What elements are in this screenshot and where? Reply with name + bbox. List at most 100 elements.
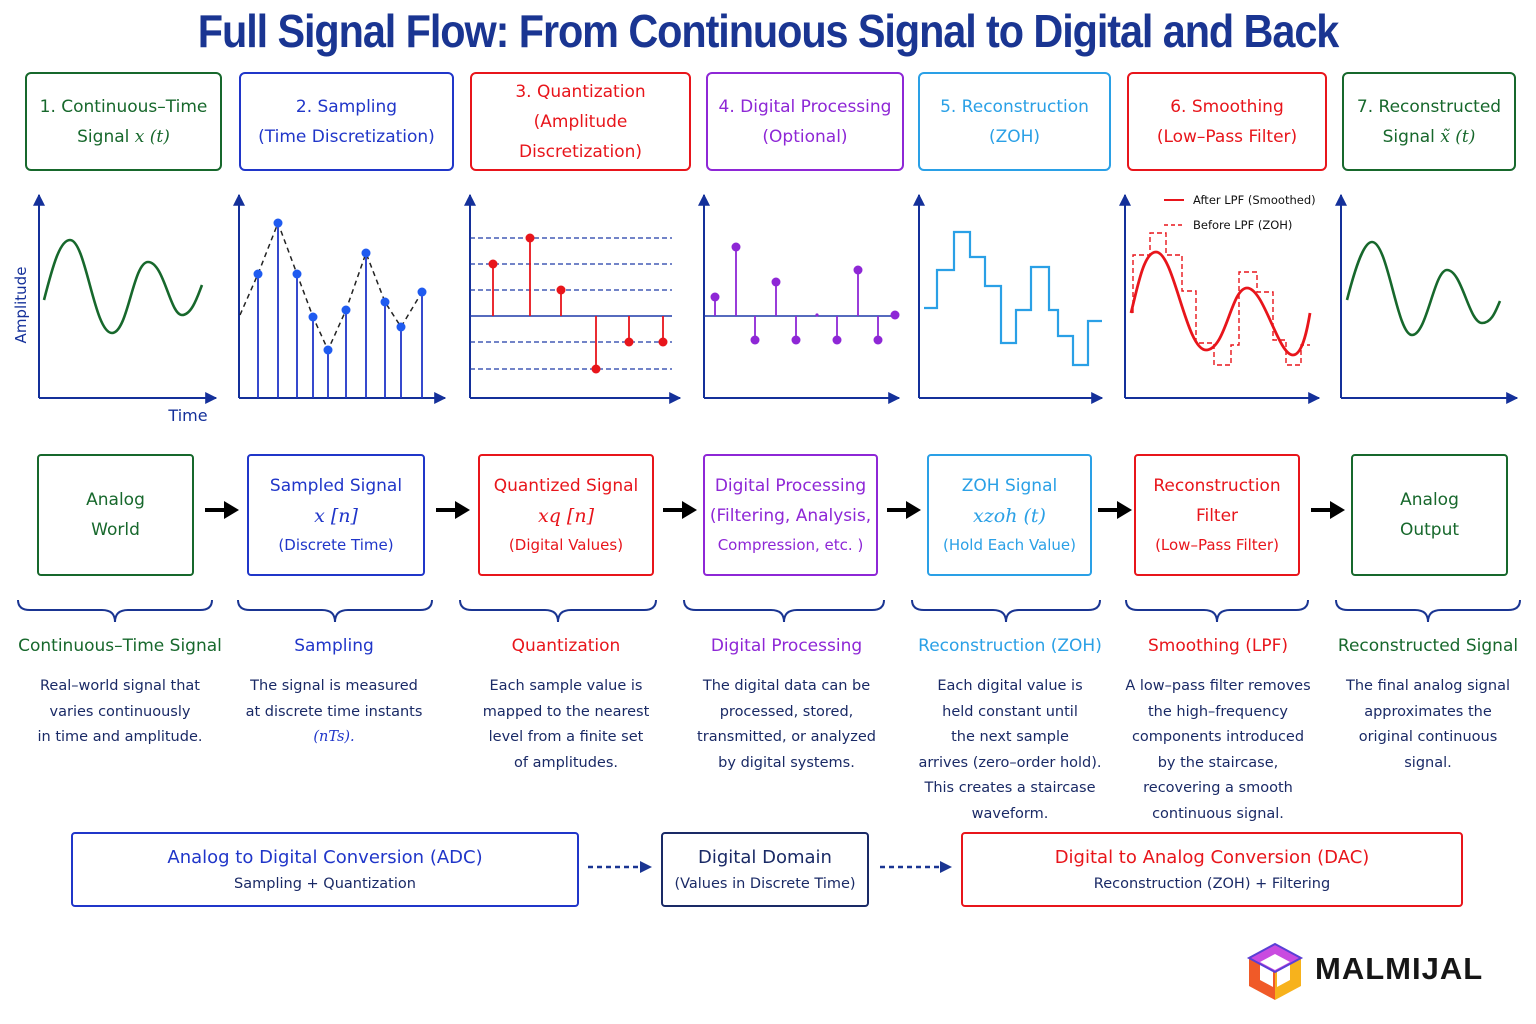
processed-point: [853, 265, 863, 275]
flow-2-line1: Sampled Signal: [269, 476, 403, 496]
processed-point: [815, 313, 819, 317]
x-axis-label: Time: [167, 406, 207, 425]
stage-4-box: 4. Digital Processing (Optional): [706, 72, 904, 171]
sample-point: [417, 287, 427, 297]
desc-6-line: components introduced: [1131, 729, 1305, 746]
sample-point: [396, 322, 406, 332]
flow-2-line2: x [n]: [314, 505, 358, 527]
y-axis-label: Amplitude: [12, 267, 30, 344]
legend-before-label: Before LPF (ZOH): [1193, 218, 1292, 232]
desc-5-body: Each digital value is held constant unti…: [908, 674, 1112, 828]
processed-point: [873, 335, 883, 345]
desc-5-line: waveform.: [971, 805, 1049, 822]
sample-envelope: [239, 220, 423, 352]
brace-2: [237, 599, 433, 623]
desc-2-title: Sampling: [294, 636, 374, 656]
processed-point: [731, 242, 741, 252]
digital-to-dac-arrow: [880, 861, 952, 873]
stage-3-subtitle: (Amplitude Discretization): [518, 111, 643, 162]
stage-6-title: 6. Smoothing: [1170, 96, 1284, 117]
desc-4-line: processed, stored,: [719, 703, 854, 720]
processed-point: [832, 335, 842, 345]
digital-domain-title: Digital Domain: [698, 846, 832, 868]
flow-arrow-2: [436, 501, 470, 519]
stage-7-box: 7. Reconstructed Signal x̃ (t): [1342, 72, 1516, 171]
desc-5-title: Reconstruction (ZOH): [918, 636, 1102, 656]
flow-6-line1: Reconstruction: [1153, 476, 1281, 496]
desc-6-body: A low–pass filter removes the high–frequ…: [1118, 674, 1318, 828]
continuous-wave: [42, 238, 204, 335]
desc-2-line: The signal is measured: [250, 678, 418, 694]
desc-6-line: the high–frequency: [1148, 703, 1288, 720]
stage-7-math: x̃ (t): [1440, 126, 1476, 147]
desc-1-line: varies continuously: [49, 703, 191, 720]
logo-cube-icon: [1246, 942, 1304, 1000]
desc-7-line: original continuous: [1358, 729, 1498, 746]
desc-5-line: the next sample: [951, 729, 1069, 746]
flow-2-line3: (Discrete Time): [278, 536, 394, 554]
flow-1-line1: Analog: [86, 490, 145, 510]
flow-5-line3: (Hold Each Value): [942, 536, 1076, 554]
desc-4-line: The digital data can be: [702, 678, 871, 694]
quantized-point: [525, 233, 535, 243]
stage-7-subtitle: Signal: [1382, 126, 1441, 147]
desc-2-line: at discrete time instants: [245, 703, 423, 720]
plot-reconstructed-signal: [1335, 193, 1519, 404]
desc-1-line: in time and amplitude.: [37, 729, 203, 746]
flow-4-line2: (Filtering, Analysis,: [709, 506, 872, 526]
stage-5-subtitle: (ZOH): [988, 126, 1041, 147]
quantized-point: [624, 337, 634, 347]
adc-to-digital-arrow: [588, 861, 652, 873]
flow-analog-world: Analog World: [37, 454, 194, 576]
processed-point: [791, 335, 801, 345]
stage-5-title: 5. Reconstruction: [940, 96, 1089, 117]
desc-4-line: transmitted, or analyzed: [697, 729, 876, 746]
flow-zoh-signal: ZOH Signal xzoh (t) (Hold Each Value): [927, 454, 1092, 576]
sample-point: [273, 218, 283, 228]
adc-box: Analog to Digital Conversion (ADC) Sampl…: [71, 832, 579, 907]
brace-3: [459, 599, 657, 623]
desc-1-body: Real–world signal that varies continuous…: [10, 674, 230, 751]
sample-point: [323, 345, 333, 355]
desc-6-line: A low–pass filter removes: [1125, 678, 1311, 694]
flow-5-line2: xzoh (t): [973, 505, 1046, 527]
flow-arrow-6: [1311, 501, 1345, 519]
logo-text: MALMIJAL: [1315, 951, 1484, 986]
stage-1-math: x (t): [134, 126, 170, 147]
flow-digital-processing: Digital Processing (Filtering, Analysis,…: [703, 454, 878, 576]
desc-5-line: held constant until: [942, 703, 1078, 720]
processed-point: [890, 310, 900, 320]
flow-1-line2: World: [91, 520, 140, 540]
desc-4-line: by digital systems.: [718, 754, 855, 771]
stage-2-box: 2. Sampling (Time Discretization): [239, 72, 454, 171]
desc-3-line: of amplitudes.: [513, 754, 619, 771]
processed-point: [771, 277, 781, 287]
plot-continuous-signal: Amplitude Time: [12, 193, 218, 425]
desc-3-line: level from a finite set: [488, 729, 644, 746]
desc-5-line: Each digital value is: [937, 678, 1083, 694]
brace-1: [17, 599, 213, 623]
reconstructed-wave: [1345, 240, 1502, 337]
sample-point: [253, 269, 263, 279]
desc-4-title: Digital Processing: [710, 636, 863, 656]
stage-3-title: 3. Quantization: [515, 81, 646, 102]
desc-3-line: Each sample value is: [489, 678, 643, 694]
page-title: Full Signal Flow: From Continuous Signal…: [197, 5, 1339, 57]
stage-2-title: 2. Sampling: [295, 96, 398, 117]
quantized-point: [591, 364, 601, 374]
stage-1-title: 1. Continuous–Time: [39, 96, 208, 117]
zoh-before-lpf: [1132, 232, 1310, 366]
quantized-point: [658, 337, 668, 347]
desc-7-body: The final analog signal approximates the…: [1326, 674, 1530, 776]
stage-7-title: 7. Reconstructed: [1356, 96, 1502, 117]
stage-3-box: 3. Quantization (Amplitude Discretizatio…: [470, 72, 691, 171]
brace-5: [911, 599, 1101, 623]
flow-4-line3: Compression, etc. ): [717, 536, 864, 554]
desc-6-title: Smoothing (LPF): [1147, 636, 1289, 656]
stage-1-subtitle: Signal: [77, 126, 135, 147]
flow-5-line1: ZOH Signal: [961, 476, 1058, 496]
sample-point: [361, 248, 371, 258]
desc-1-title: Continuous–Time Signal: [18, 636, 222, 656]
plot-quantization: [464, 193, 682, 404]
desc-6-line: by the staircase,: [1157, 754, 1279, 771]
